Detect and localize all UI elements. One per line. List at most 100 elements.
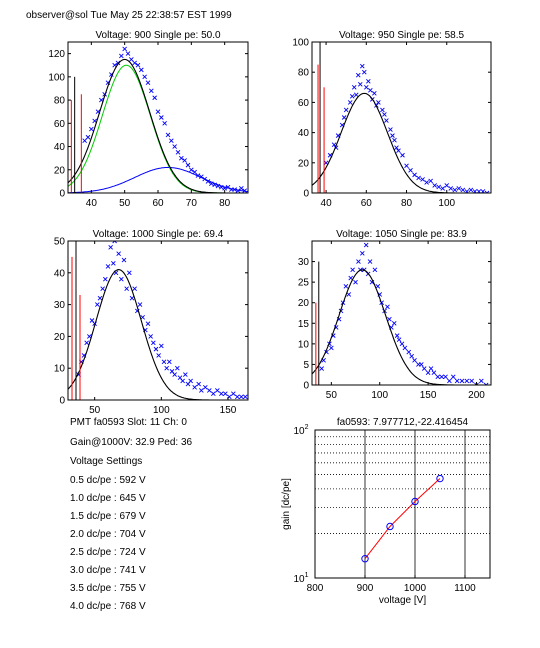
data-point [443, 374, 448, 380]
data-point [199, 388, 204, 393]
data-point [399, 341, 405, 347]
y-tick-label: 80 [54, 96, 66, 107]
data-point [119, 276, 124, 282]
x-tick-label: 60 [152, 198, 164, 209]
gain-chart: 800 900 1000 1100 101 102 fa0593: 7.977712,-22… [281, 417, 491, 606]
data-point [125, 51, 131, 56]
data-point [165, 132, 171, 138]
data-point [115, 60, 121, 66]
x-tick-label: 50 [89, 405, 101, 416]
data-point [129, 295, 135, 301]
data-point [153, 346, 159, 352]
histogram-panel: 40 50 60 70 80 0 20 40 60 80 100 120 Voltage: 900 Si… [48, 30, 249, 209]
y-tick-label: 15 [298, 319, 310, 330]
axes-box [314, 429, 491, 579]
y-tick-label: 10 [54, 364, 66, 375]
data-point [172, 372, 177, 377]
x-tick-label: 1100 [454, 583, 476, 594]
data-point [387, 316, 392, 322]
data-point [159, 115, 164, 120]
voltage-setting: 1.5 dc/pe : 679 V [70, 511, 146, 522]
y-tick-label: 40 [54, 268, 66, 279]
data-point [363, 84, 369, 90]
x-tick-label: 50 [119, 198, 131, 209]
data-point [142, 74, 147, 80]
plot-area [68, 46, 248, 193]
y-tick-label: 80 [298, 68, 310, 79]
data-point [439, 374, 444, 380]
data-point [412, 357, 417, 363]
data-point [359, 63, 365, 69]
settings-list: 0.5 dc/pe : 592 V 1.0 dc/pe : 645 V 1.5 dc… [70, 475, 192, 616]
data-point [479, 378, 484, 384]
y-tick-label: 0 [59, 189, 65, 200]
data-point [436, 184, 442, 190]
data-point [468, 187, 474, 193]
data-point [394, 333, 400, 338]
data-point [400, 152, 405, 158]
data-point [162, 120, 167, 126]
data-point [159, 343, 164, 349]
data-point [425, 370, 431, 375]
data-point [239, 186, 244, 191]
pmt-info: PMT fa0593 Slot: 11 Ch: 0 Gain@1000V: 32… [70, 417, 192, 616]
x-tick-label: 100 [153, 405, 170, 416]
y-tick-label: 60 [54, 119, 66, 130]
data-point [108, 245, 113, 250]
y-tick-label: 40 [54, 142, 66, 153]
data-point [421, 366, 427, 371]
data-point [95, 302, 100, 307]
data-point [355, 72, 361, 78]
data-point [359, 251, 365, 256]
data-point [103, 276, 108, 282]
data-point [132, 60, 137, 66]
x-tick-label: 80 [401, 198, 413, 209]
y-tick-label: 10 [298, 339, 310, 350]
data-point [464, 378, 470, 384]
data-point [243, 394, 248, 400]
data-point [456, 186, 462, 191]
data-point [175, 365, 180, 371]
data-point [448, 186, 454, 191]
x-tick-label: 900 [357, 583, 374, 594]
plot-area [68, 241, 248, 400]
header-text: observer@sol Tue May 25 22:38:57 EST 199… [26, 10, 232, 21]
data-point [382, 112, 387, 117]
voltage-setting: 0.5 dc/pe : 592 V [70, 475, 146, 486]
x-tick-label: 60 [361, 198, 373, 209]
data-point [145, 80, 151, 85]
data-point [231, 391, 236, 396]
data-point [368, 88, 373, 93]
y-tick-label: 50 [54, 237, 66, 248]
data-point [148, 334, 153, 339]
data-point [180, 378, 185, 384]
data-point [223, 391, 228, 396]
x-tick-label: 50 [326, 390, 338, 401]
data-point [149, 88, 154, 94]
data-point [119, 53, 124, 59]
data-point [105, 264, 111, 269]
gaussian-curve [68, 64, 248, 193]
plot-area [312, 242, 491, 385]
data-point [428, 366, 434, 371]
data-point [196, 381, 201, 387]
data-point [353, 92, 359, 98]
data-point [97, 295, 103, 301]
data-point [356, 259, 361, 264]
data-point [412, 172, 417, 178]
y-tick-label: 20 [298, 158, 310, 169]
y-tick-label: 0 [303, 189, 309, 200]
data-point [402, 345, 408, 351]
chart-title: Voltage: 950 Single pe: 58.5 [339, 30, 465, 41]
y-tick-label: 30 [54, 300, 66, 311]
data-point [82, 138, 87, 144]
axes-box [311, 240, 492, 386]
data-point [84, 340, 89, 346]
data-point [140, 315, 145, 320]
x-tick-label: 80 [219, 198, 231, 209]
data-point [432, 183, 438, 188]
y-tick-label: 5 [303, 360, 309, 371]
data-point [135, 62, 141, 68]
data-point [111, 260, 116, 266]
data-point [348, 275, 354, 281]
